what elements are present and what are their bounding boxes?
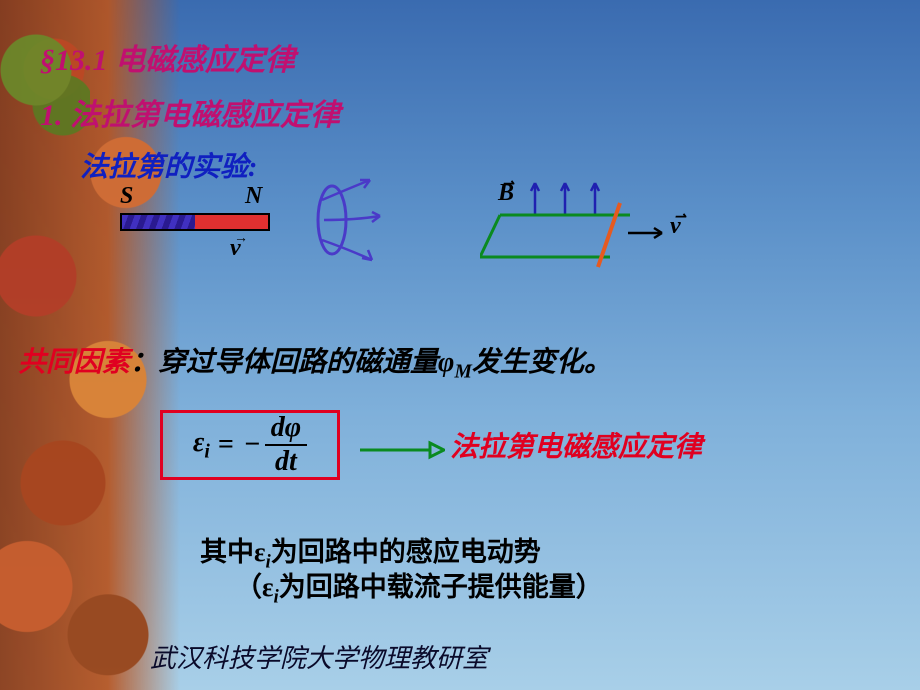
magnet-south-half [122, 215, 195, 229]
coil-diagram [310, 180, 380, 260]
vector-arrow-icon: ⇀ [502, 176, 514, 193]
equals-sign: = [218, 429, 234, 461]
explain-line-2: （εi为回路中载流子提供能量） [235, 565, 603, 608]
heading-1: 1. 法拉第电磁感应定律 [40, 90, 340, 134]
magnet-bar [120, 213, 270, 231]
v-vector-label: ⇀ v [670, 213, 681, 240]
slide-content: §13.1 电磁感应定律 1. 法拉第电磁感应定律 法拉第的实验: S N → … [0, 0, 920, 690]
faraday-formula: εi = − dφ dt [193, 414, 307, 476]
wire-loop-diagram: ⇀ B ⇀ v [480, 175, 720, 275]
coil-svg [310, 180, 390, 270]
experiment-label: 法拉第的实验: [80, 145, 257, 185]
magnet-diagram: S N → v [115, 185, 315, 265]
common-factor-text2: 发生变化。 [472, 347, 612, 378]
footer-credit: 武汉科技学院大学物理教研室 [150, 638, 488, 675]
vector-arrow-icon: → [234, 231, 248, 247]
vector-arrow-icon: ⇀ [674, 209, 686, 226]
magnet-n-label: N [245, 183, 262, 210]
section-title: §13.1 电磁感应定律 [40, 35, 295, 79]
fraction: dφ dt [265, 414, 307, 476]
b-vector-label: ⇀ B [498, 180, 514, 207]
magnet-s-label: S [120, 183, 133, 210]
law-name-label: 法拉第电磁感应定律 [450, 425, 702, 465]
minus-sign: − [244, 429, 261, 461]
common-factor-line: 共同因素：穿过导体回路的磁通量φM发生变化。 [18, 340, 612, 384]
implication-arrow-icon [360, 440, 445, 460]
magnet-north-half [195, 215, 268, 229]
fraction-denominator: dt [275, 446, 297, 476]
phi-symbol: φM [438, 347, 472, 378]
fraction-numerator: dφ [265, 414, 307, 446]
epsilon-symbol: εi [193, 427, 210, 464]
common-factor-prefix: 共同因素 [18, 347, 130, 378]
common-factor-colon: ： [130, 347, 158, 378]
faraday-formula-box: εi = − dφ dt [160, 410, 340, 480]
common-factor-text1: 穿过导体回路的磁通量 [158, 347, 438, 378]
